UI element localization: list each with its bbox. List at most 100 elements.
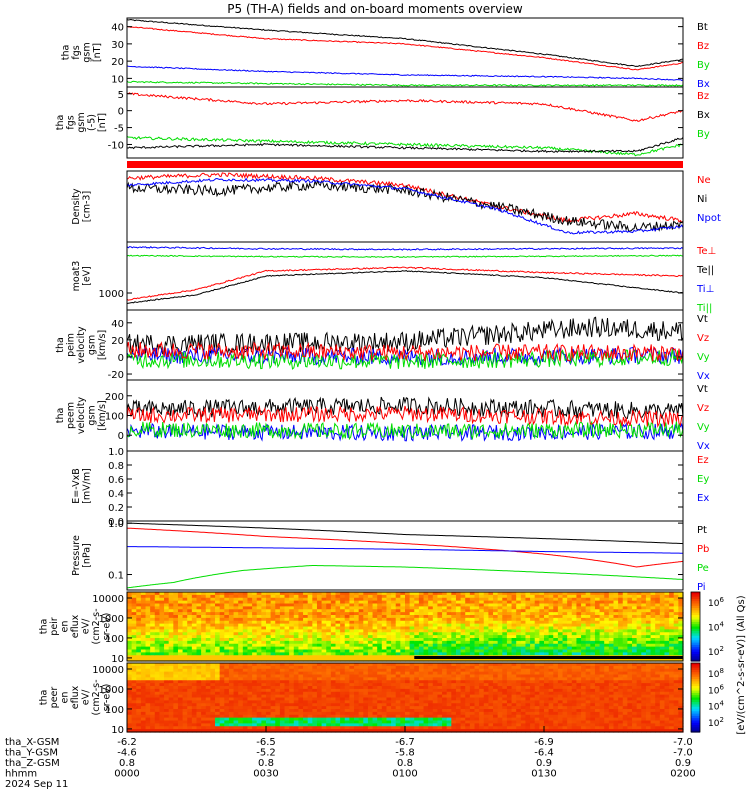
legend-entry: Ex bbox=[697, 493, 709, 504]
legend-entry: Vy bbox=[697, 352, 710, 363]
legend-entry: Vt bbox=[697, 384, 708, 395]
y-label-line: gsm bbox=[76, 112, 87, 132]
y-label-line: tha bbox=[60, 45, 71, 61]
y-tick-label: 10 bbox=[111, 74, 124, 85]
series-line-Ti⊥ bbox=[126, 246, 684, 251]
spectrogram-peir_en_eflux bbox=[127, 592, 684, 662]
y-tick-label: 10000 bbox=[92, 665, 124, 676]
panel-fgs_btot: Bt Bz By Bx 10 20 30 40 tha fgs gsm [nT] bbox=[60, 17, 710, 90]
y-label-line: Pressure bbox=[71, 535, 82, 576]
y-label-line: (cm2-s- bbox=[91, 608, 102, 644]
legend-entry: Vy bbox=[697, 422, 710, 433]
x-axis-value: -6.7 bbox=[395, 737, 415, 748]
series-line-Bz bbox=[126, 25, 684, 71]
y-label-line: tha bbox=[39, 619, 50, 635]
y-axis-label: Pressure [nPa] bbox=[71, 535, 93, 576]
legend-entry: Ey bbox=[697, 474, 709, 485]
y-label-line: (cm2-s- bbox=[91, 679, 102, 715]
legend-entry: Pb bbox=[697, 544, 709, 555]
legend-entry: Vt bbox=[697, 314, 708, 325]
series-line-Vy bbox=[126, 420, 684, 441]
y-label-line: velocity bbox=[76, 326, 87, 364]
colorbar-tick-label: 106 bbox=[708, 683, 724, 696]
y-tick-label: 100 bbox=[105, 705, 124, 716]
panel-frame bbox=[126, 86, 684, 159]
series-line-Ti|| bbox=[126, 254, 684, 258]
y-label-line: tha bbox=[55, 115, 66, 131]
legend-entry: Vx bbox=[697, 441, 710, 452]
colorbar-tick-label: 104 bbox=[708, 621, 724, 634]
y-tick-label: 0 bbox=[118, 431, 124, 442]
series-line-Pe bbox=[126, 565, 684, 589]
data-gap-bar bbox=[414, 656, 683, 659]
series-line-Bt bbox=[126, 18, 684, 67]
panel-peer_en_eflux: 108 106 104 102 10 100 1000 10000 tha peer en eflux… bbox=[39, 662, 724, 736]
y-label-line: sr-eV) bbox=[102, 684, 113, 712]
series-line-Vy bbox=[126, 348, 684, 370]
panel-frame bbox=[126, 450, 684, 522]
y-label-line: eflux bbox=[70, 614, 81, 638]
series-line-By bbox=[126, 135, 683, 157]
y-label-line: peem bbox=[66, 402, 77, 429]
y-label-line: [nPa] bbox=[81, 543, 92, 568]
figure-title: P5 (TH-A) fields and on-board moments ov… bbox=[227, 2, 523, 16]
y-label-line: tha bbox=[39, 690, 50, 706]
y-tick-label: 20 bbox=[111, 336, 124, 347]
x-axis-value: 0.9 bbox=[675, 758, 691, 769]
y-tick-label: 40 bbox=[111, 23, 124, 34]
panel-fgs_comp: Bz Bx By -10 -5 0 5 tha fgs gsm (-5) [nT] bbox=[55, 86, 710, 159]
legend-entry: Bx bbox=[697, 110, 710, 121]
x-axis-row-label: tha_X-GSM bbox=[5, 737, 59, 748]
y-label-line: [km/s] bbox=[97, 400, 108, 430]
y-tick-label: 10000 bbox=[92, 594, 124, 605]
x-axis-value: -7.0 bbox=[673, 748, 693, 759]
panel-peir_en_eflux: 106 104 102 10 100 1000 10000 tha peir en eflux eV/… bbox=[39, 591, 724, 665]
x-axis-value: 0130 bbox=[531, 769, 556, 780]
x-axis-value: -4.6 bbox=[117, 748, 137, 759]
x-axis-value: 0.8 bbox=[397, 758, 413, 769]
x-axis-value: -5.2 bbox=[256, 748, 276, 759]
y-tick-label: 1000 bbox=[99, 614, 124, 625]
y-label-line: gsm bbox=[81, 42, 92, 62]
y-axis-label: tha fgs gsm [nT] bbox=[60, 42, 103, 62]
series-line-Te⊥ bbox=[126, 266, 684, 301]
series-line-Vt bbox=[126, 396, 684, 420]
colorbar-tick-label: 108 bbox=[708, 667, 724, 680]
y-tick-label: 40 bbox=[111, 319, 124, 330]
series-line-Npot bbox=[126, 177, 684, 235]
y-tick-label: 0.6 bbox=[108, 475, 124, 486]
y-label-line: [mV/m] bbox=[81, 468, 92, 504]
colorbar-tick-label: 102 bbox=[708, 645, 724, 658]
series-line-Vz bbox=[126, 341, 684, 362]
legend-entry: Bz bbox=[697, 41, 709, 52]
legend-entry: Ti|| bbox=[696, 303, 712, 314]
legend-entry: By bbox=[697, 129, 710, 140]
y-label-line: moat3 bbox=[71, 261, 82, 292]
colorbar-tick-label: 102 bbox=[708, 716, 724, 729]
y-tick-label: 100 bbox=[105, 634, 124, 645]
y-axis-label: tha peim velocity gsm [km/s] bbox=[55, 326, 108, 364]
x-axis-value: -6.9 bbox=[534, 737, 554, 748]
y-tick-label: 200 bbox=[105, 392, 124, 403]
panel-frame bbox=[126, 170, 684, 243]
y-axis-label: tha peem velocity gsm [km/s] bbox=[55, 397, 108, 435]
x-axis-value: 0100 bbox=[392, 769, 417, 780]
y-label-line: tha bbox=[55, 337, 66, 353]
y-label-line: gsm bbox=[87, 335, 98, 355]
series-line-Pb bbox=[126, 527, 684, 568]
x-axis-row-label: hhmm bbox=[5, 769, 37, 780]
y-tick-label: 1.0 bbox=[108, 447, 124, 458]
legend-entry: Ti⊥ bbox=[696, 284, 714, 295]
y-label-line: [eV] bbox=[81, 266, 92, 286]
y-tick-label: 1000 bbox=[99, 289, 124, 300]
panel-efield: Ez Ey Ex 0.0 0.2 0.4 0.6 0.8 1.0 E=-VxB [mV/m] bbox=[71, 447, 710, 528]
y-label-line: [nT] bbox=[97, 113, 108, 132]
series-line-Bx bbox=[126, 136, 684, 153]
red-status-bar bbox=[127, 161, 683, 168]
x-axis-value: 0.8 bbox=[258, 758, 274, 769]
legend-entry: Te⊥ bbox=[696, 246, 716, 257]
series-line-Ni bbox=[126, 179, 684, 233]
y-tick-label: 0 bbox=[118, 353, 124, 364]
